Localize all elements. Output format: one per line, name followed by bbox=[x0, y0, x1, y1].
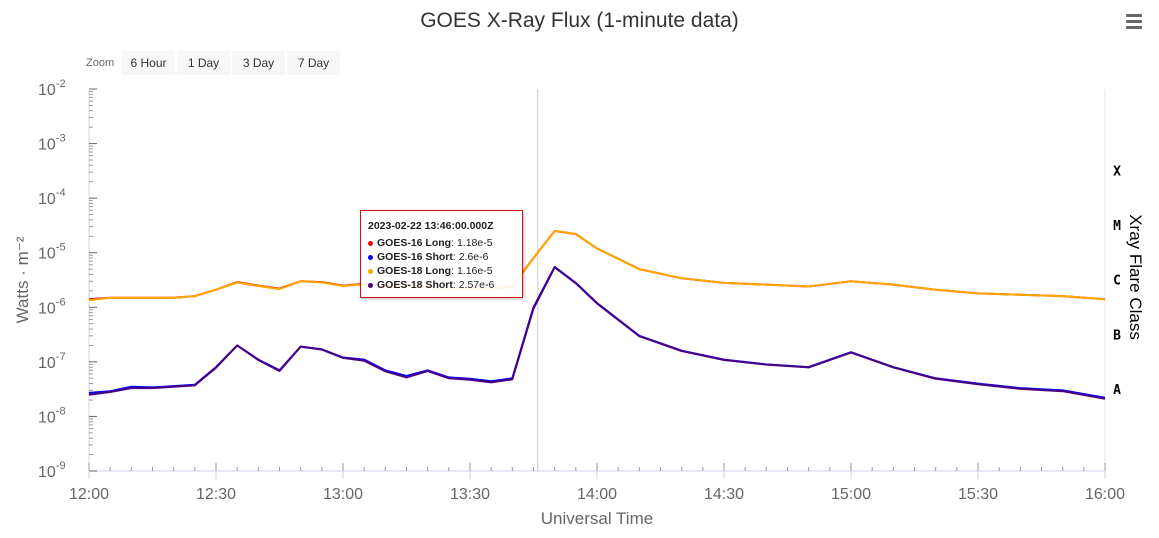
zoom-6-hour-button[interactable]: 6 Hour bbox=[122, 51, 175, 75]
zoom-label: Zoom bbox=[86, 57, 115, 69]
x-tick-label: 13:00 bbox=[323, 486, 363, 503]
y-tick-label: 10-4 bbox=[38, 187, 66, 208]
y-axis-title: Watts · m⁻² bbox=[13, 236, 32, 323]
x-tick-label: 12:00 bbox=[69, 486, 109, 503]
tooltip-value: 1.18e-5 bbox=[456, 237, 493, 249]
x-axis-title: Universal Time bbox=[541, 509, 653, 528]
x-tick-label: 14:00 bbox=[577, 486, 617, 503]
series-line bbox=[88, 230, 1106, 301]
tooltip-series-name: GOES-18 Long bbox=[377, 265, 452, 277]
x-tick-label: 15:00 bbox=[831, 486, 871, 503]
zoom-7-day-button[interactable]: 7 Day bbox=[287, 51, 340, 75]
tooltip-time: 2023-02-22 13:46:00.000Z bbox=[368, 220, 494, 232]
tooltip-row: GOES-16 Long: 1.18e-5 bbox=[368, 237, 493, 249]
x-tick-label: 15:30 bbox=[958, 486, 998, 503]
y-tick-label: 10-2 bbox=[38, 78, 66, 99]
tooltip-row: GOES-18 Long: 1.16e-5 bbox=[368, 265, 493, 277]
zoom-3-day-button[interactable]: 3 Day bbox=[232, 51, 285, 75]
x-tick-label: 14:30 bbox=[704, 486, 744, 503]
tooltip-value: 2.6e-6 bbox=[458, 251, 489, 263]
series-dot-icon bbox=[368, 282, 373, 288]
series-dot-icon bbox=[368, 254, 373, 260]
y-tick-label: 10-3 bbox=[38, 133, 66, 154]
series-dot-icon bbox=[368, 240, 373, 246]
y-tick-label: 10-7 bbox=[38, 351, 66, 372]
series-line bbox=[88, 230, 1106, 302]
tooltip-series-name: GOES-16 Short bbox=[377, 251, 453, 263]
zoom-1-day-button[interactable]: 1 Day bbox=[177, 51, 230, 75]
flare-class-label: A bbox=[1113, 383, 1121, 398]
x-tick-label: 16:00 bbox=[1085, 486, 1125, 503]
x-tick-label: 13:30 bbox=[450, 486, 490, 503]
tooltip-series-name: GOES-18 Short bbox=[377, 279, 453, 291]
hamburger-menu-icon[interactable] bbox=[1122, 14, 1146, 34]
series-line bbox=[88, 265, 1106, 399]
tooltip: 2023-02-22 13:46:00.000Z GOES-16 Long: 1… bbox=[360, 210, 523, 298]
flare-class-label: B bbox=[1113, 328, 1121, 343]
tooltip-row: GOES-16 Short: 2.6e-6 bbox=[368, 251, 488, 263]
flare-class-label: X bbox=[1113, 165, 1121, 180]
tooltip-row: GOES-18 Short: 2.57e-6 bbox=[368, 279, 494, 291]
flare-class-label: M bbox=[1113, 219, 1121, 234]
tooltip-series-name: GOES-16 Long bbox=[377, 237, 452, 249]
tooltip-value: 2.57e-6 bbox=[458, 279, 495, 291]
y-tick-label: 10-5 bbox=[38, 242, 66, 263]
y-tick-label: 10-9 bbox=[38, 460, 66, 481]
tooltip-value: 1.16e-5 bbox=[456, 265, 493, 277]
y-tick-label: 10-6 bbox=[38, 296, 66, 317]
x-tick-label: 12:30 bbox=[196, 486, 236, 503]
y-tick-label: 10-8 bbox=[38, 405, 66, 426]
series-group bbox=[88, 230, 1106, 400]
y2-axis-title: Xray Flare Class bbox=[1126, 214, 1145, 340]
series-dot-icon bbox=[368, 268, 373, 274]
flare-class-label: C bbox=[1113, 274, 1121, 289]
series-line bbox=[88, 266, 1106, 400]
chart-title: GOES X-Ray Flux (1-minute data) bbox=[420, 9, 739, 32]
